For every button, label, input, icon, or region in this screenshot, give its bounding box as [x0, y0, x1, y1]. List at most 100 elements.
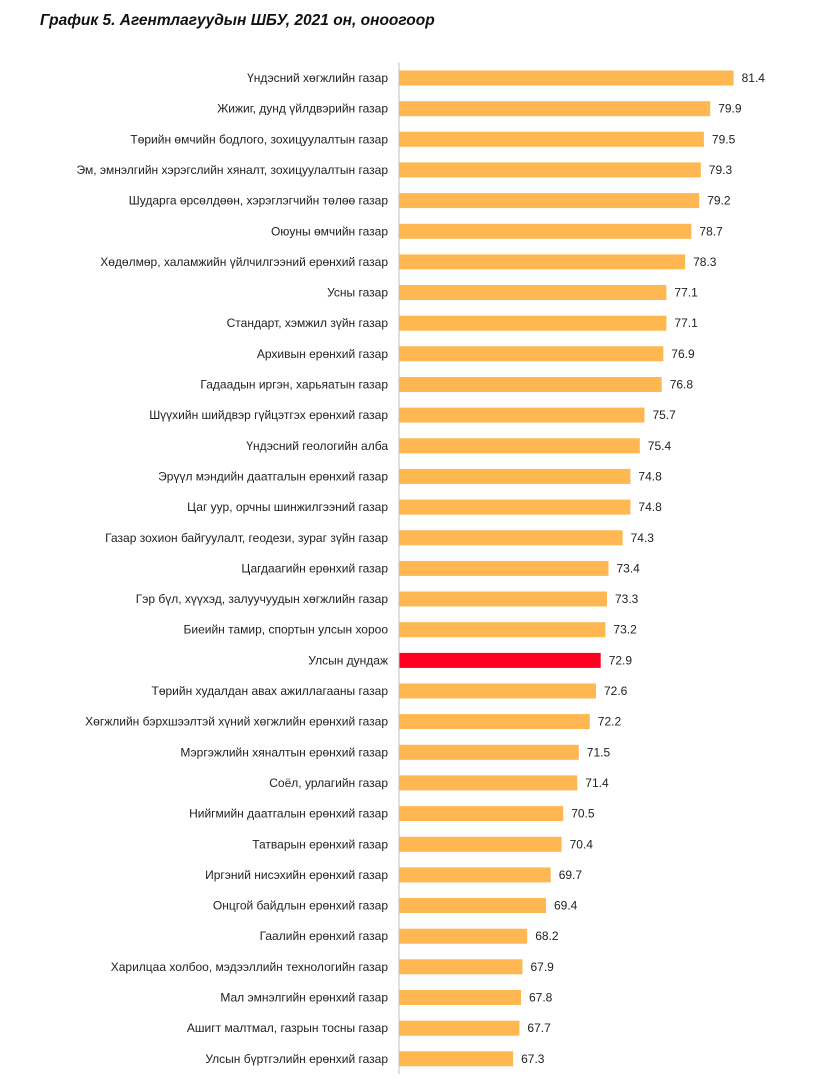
value-label: 75.7	[653, 408, 677, 422]
category-label: Эрүүл мэндийн даатгалын ерөнхий газар	[158, 469, 388, 483]
bar-2	[399, 131, 704, 147]
bar-national-average	[399, 652, 601, 668]
value-label: 69.4	[554, 899, 578, 913]
category-label: Цаг уур, орчны шинжилгээний газар	[187, 500, 388, 514]
chart-title: График 5. Агентлагуудын ШБУ, 2021 он, он…	[40, 12, 435, 29]
category-label: Үндэсний хөгжлийн газар	[247, 71, 388, 85]
value-label: 75.4	[648, 439, 672, 453]
category-label: Онцгой байдлын ерөнхий газар	[213, 899, 388, 913]
bar-27	[399, 898, 546, 913]
bar-24	[399, 806, 564, 822]
value-label: 77.1	[674, 316, 698, 330]
category-label: Улсын бүртгэлийн ерөнхий газар	[205, 1052, 388, 1066]
category-label: Харилцаа холбоо, мэдээллийн технологийн …	[111, 960, 389, 974]
bar-14	[399, 499, 631, 515]
category-label: Оюуны өмчийн газар	[271, 224, 388, 238]
bar-13	[399, 468, 631, 484]
bar-28	[399, 928, 528, 944]
category-label: Гаалийн ерөнхий газар	[260, 929, 389, 943]
value-label: 71.4	[585, 776, 609, 790]
value-label: 73.2	[613, 623, 637, 637]
value-label: 78.3	[693, 255, 717, 269]
value-label: 73.4	[617, 561, 641, 575]
category-label: Биеийн тамир, спортын улсын хороо	[184, 623, 389, 637]
category-label: Улсын дундаж	[308, 653, 388, 667]
value-label: 67.8	[529, 991, 553, 1005]
bar-29	[399, 959, 523, 975]
category-label: Нийгмийн даатгалын ерөнхий газар	[189, 807, 388, 821]
category-label: Мэргэжлийн хяналтын ерөнхий газар	[180, 745, 388, 759]
value-label: 76.9	[671, 347, 695, 361]
bar-17	[399, 591, 607, 607]
category-label: Усны газар	[327, 286, 388, 300]
value-label: 67.9	[531, 960, 555, 974]
category-label: Ашигт малтмал, газрын тосны газар	[187, 1021, 388, 1035]
value-label: 67.7	[527, 1021, 551, 1035]
category-labels-group: Үндэсний хөгжлийн газар Жижиг, дунд үйлдв…	[76, 71, 388, 1066]
bar-26	[399, 867, 551, 883]
value-label: 70.5	[571, 807, 595, 821]
category-label: Татварын ерөнхий газар	[252, 837, 388, 851]
bar-10	[399, 377, 662, 392]
category-label: Шударга өрсөлдөөн, хэрэглэгчийн төлөө га…	[129, 194, 389, 208]
category-label: Архивын ерөнхий газар	[257, 347, 388, 361]
bar-31	[399, 1020, 520, 1036]
category-label: Соёл, урлагийн газар	[269, 776, 388, 790]
value-label: 67.3	[521, 1052, 545, 1066]
value-label: 79.2	[707, 194, 731, 208]
bar-21	[399, 714, 590, 730]
value-label: 72.2	[598, 715, 622, 729]
bar-6	[399, 254, 686, 270]
category-label: Газар зохион байгуулалт, геодези, зураг …	[105, 531, 388, 545]
bar-5	[399, 223, 692, 239]
bar-9	[399, 346, 664, 362]
value-label: 81.4	[742, 71, 766, 85]
category-label: Шүүхийн шийдвэр гүйцэтгэх ерөнхий газар	[149, 408, 388, 422]
category-label: Цагдаагийн ерөнхий газар	[241, 561, 388, 575]
bar-0	[399, 70, 734, 86]
bar-30	[399, 990, 521, 1005]
category-label: Төрийн өмчийн бодлого, зохицуулалтын газ…	[130, 132, 388, 146]
bar-12	[399, 438, 640, 454]
value-label: 73.3	[615, 592, 639, 606]
category-label: Эм, эмнэлгийн хэрэгслийн хяналт, зохицуу…	[76, 163, 388, 177]
value-label: 70.4	[570, 837, 594, 851]
bar-4	[399, 193, 700, 209]
category-label: Мал эмнэлгийн ерөнхий газар	[220, 991, 388, 1005]
bar-7	[399, 285, 667, 300]
bar-23	[399, 775, 578, 791]
bar-25	[399, 836, 562, 852]
value-label: 71.5	[587, 745, 611, 759]
value-label: 76.8	[670, 378, 694, 392]
bar-3	[399, 162, 701, 178]
value-label: 77.1	[674, 286, 698, 300]
value-label: 78.7	[699, 224, 723, 238]
bar-20	[399, 683, 596, 699]
category-label: Гэр бүл, хүүхэд, залуучуудын хөгжлийн га…	[136, 592, 389, 606]
category-label: Жижиг, дунд үйлдвэрийн газар	[217, 102, 388, 116]
category-label: Хөдөлмөр, халамжийн үйлчилгээний ерөнхий…	[100, 255, 388, 269]
bar-15	[399, 530, 623, 546]
category-label: Төрийн худалдан авах ажиллагааны газар	[151, 684, 388, 698]
value-label: 79.9	[718, 102, 742, 116]
bar-1	[399, 101, 711, 117]
value-label: 72.6	[604, 684, 628, 698]
bar-32	[399, 1051, 514, 1067]
value-label: 74.8	[638, 469, 662, 483]
bar-8	[399, 315, 667, 331]
bar-11	[399, 407, 645, 423]
bar-16	[399, 560, 609, 576]
category-label: Хөгжлийн бэрхшээлтэй хүний хөгжлийн ерөн…	[85, 715, 388, 729]
value-labels-group: 81.4 79.9 79.5 79.3 79.2 78.7 78.3 77.1 77.1 76.9…	[521, 71, 765, 1066]
value-label: 79.5	[712, 132, 736, 146]
category-label: Гадаадын иргэн, харьяатын газар	[200, 378, 388, 392]
value-label: 74.8	[638, 500, 662, 514]
category-label: Стандарт, хэмжил зүйн газар	[227, 316, 389, 330]
value-label: 72.9	[609, 653, 633, 667]
bar-18	[399, 622, 606, 638]
value-label: 74.3	[631, 531, 655, 545]
value-label: 69.7	[559, 868, 583, 882]
value-label: 79.3	[709, 163, 733, 177]
bars-group	[399, 70, 734, 1067]
